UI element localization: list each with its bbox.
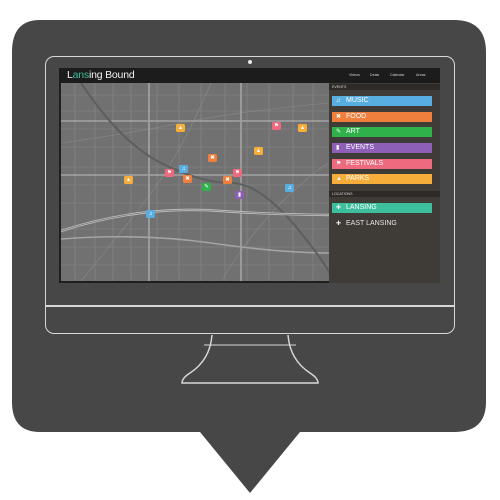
logo-part-1: L	[67, 69, 73, 81]
events-header: EVENTS	[329, 84, 440, 90]
map-pin-food-2[interactable]: ✖	[183, 175, 192, 183]
ticket-icon: ▮	[237, 192, 242, 198]
map-pin-food-1[interactable]: ✖	[208, 154, 217, 162]
fork-knife-icon: ✖	[185, 176, 190, 182]
filter-panel: EVENTS ♫ MUSIC ✖ FOOD ✎ ART ▮ EVENTS ⚑ FESTIVALS ▲…	[329, 83, 440, 283]
map-pin-music-2[interactable]: ♫	[285, 184, 294, 192]
map-pin-art-1[interactable]: ✎	[202, 183, 211, 191]
fork-knife-icon: ✖	[225, 177, 230, 183]
tree-icon: ▲	[336, 176, 342, 182]
flag-icon: ⚑	[336, 161, 342, 167]
flag-icon: ⚑	[235, 170, 240, 176]
category-music-button[interactable]: ♫ MUSIC	[332, 96, 432, 106]
flag-icon: ⚑	[167, 170, 172, 176]
pin-icon: ✚	[336, 221, 342, 227]
music-note-icon: ♫	[336, 98, 341, 104]
map-pin-park-1[interactable]: ▲	[176, 124, 185, 132]
category-label: PARKS	[346, 175, 370, 182]
map-pin-park-4[interactable]: ▲	[124, 176, 133, 184]
camera-dot	[248, 60, 252, 64]
tree-icon: ▲	[255, 148, 262, 154]
fork-knife-icon: ✖	[210, 155, 215, 161]
category-label: ART	[346, 128, 360, 135]
nav-areas[interactable]: Areas	[416, 73, 426, 77]
map-pin-park-3[interactable]: ▲	[254, 147, 263, 155]
map-pin-food-3[interactable]: ✖	[223, 176, 232, 184]
monitor-chin	[46, 305, 454, 307]
locations-header: LOCATIONS	[329, 191, 440, 197]
map-pin-event-1[interactable]: ▮	[235, 191, 244, 199]
brush-icon: ✎	[204, 184, 209, 190]
pin-icon: ✚	[336, 205, 342, 211]
category-parks-button[interactable]: ▲ PARKS	[332, 174, 432, 184]
music-note-icon: ♫	[181, 166, 186, 172]
fork-knife-icon: ✖	[336, 114, 342, 120]
app-logo[interactable]: Lansing Bound	[67, 69, 135, 81]
category-art-button[interactable]: ✎ ART	[332, 127, 432, 137]
category-label: EVENTS	[346, 144, 375, 151]
tree-icon: ▲	[177, 125, 184, 131]
map-pin-festival-1[interactable]: ⚑	[272, 122, 281, 130]
ticket-icon: ▮	[336, 145, 340, 151]
flag-icon: ⚑	[274, 123, 279, 129]
monitor-frame	[45, 56, 455, 334]
tree-icon: ▲	[125, 177, 132, 183]
location-east-lansing-button[interactable]: ✚ EAST LANSING	[332, 219, 432, 229]
location-lansing-button[interactable]: ✚ LANSING	[332, 203, 432, 213]
music-note-icon: ♫	[287, 185, 292, 191]
logo-part-3: ing Bound	[88, 69, 135, 81]
category-label: MUSIC	[346, 97, 369, 104]
top-bar: Lansing Bound Videos Deals Calendar Area…	[59, 68, 440, 83]
tree-icon: ▲	[299, 125, 306, 131]
map-view[interactable]: ▲ ⚑ ▲ ✖ ▲ ♫ ⚑ ✖ ⚑ ✖ ▲ ✎ ♫ ▮ ♫	[61, 83, 329, 281]
map-pin-music-1[interactable]: ♫	[179, 165, 188, 173]
map-pin-festival-3[interactable]: ⚑	[233, 169, 242, 177]
app-screen: Lansing Bound Videos Deals Calendar Area…	[59, 68, 440, 283]
map-pin-music-3[interactable]: ♫	[146, 210, 155, 218]
map-pin-park-2[interactable]: ▲	[298, 124, 307, 132]
music-note-icon: ♫	[148, 211, 153, 217]
category-label: FESTIVALS	[346, 160, 384, 167]
category-events-button[interactable]: ▮ EVENTS	[332, 143, 432, 153]
category-food-button[interactable]: ✖ FOOD	[332, 112, 432, 122]
brush-icon: ✎	[336, 129, 342, 135]
location-label: LANSING	[346, 204, 377, 211]
map-pin-festival-2[interactable]: ⚑	[165, 169, 174, 177]
category-label: FOOD	[346, 113, 367, 120]
location-label: EAST LANSING	[346, 220, 397, 227]
street-grid	[61, 83, 329, 281]
logo-part-2: ans	[72, 69, 90, 81]
nav-deals[interactable]: Deals	[370, 73, 380, 77]
nav-videos[interactable]: Videos	[349, 73, 360, 77]
category-festivals-button[interactable]: ⚑ FESTIVALS	[332, 159, 432, 169]
nav-calendar[interactable]: Calendar	[390, 73, 405, 77]
